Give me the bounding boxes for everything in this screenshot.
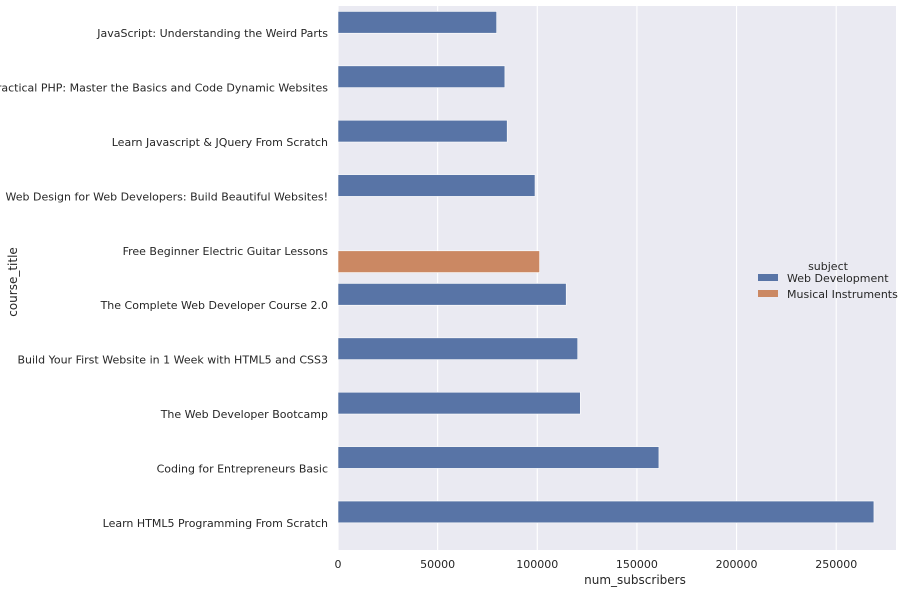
y-tick-label: Build Your First Website in 1 Week with … (17, 354, 328, 367)
y-tick-label: The Complete Web Developer Course 2.0 (100, 299, 328, 312)
legend-swatch (758, 290, 778, 297)
y-tick-label: Learn Javascript & JQuery From Scratch (112, 136, 328, 149)
bar (337, 283, 567, 306)
bar (337, 337, 579, 360)
bar (337, 11, 497, 34)
y-tick-label: JavaScript: Understanding the Weird Part… (96, 27, 328, 40)
x-tick-label: 250000 (815, 558, 857, 571)
bar (337, 250, 540, 273)
y-axis-title: course_title (6, 247, 20, 317)
y-tick-label: The Web Developer Bootcamp (160, 408, 328, 421)
x-tick-label: 0 (335, 558, 342, 571)
bar (337, 446, 660, 469)
x-tick-label: 100000 (516, 558, 558, 571)
legend-entry-label: Musical Instruments (787, 288, 898, 301)
bar (337, 174, 536, 197)
y-tick-label: Coding for Entrepreneurs Basic (157, 462, 328, 475)
bar (337, 119, 508, 143)
legend-entry-label: Web Development (787, 272, 889, 285)
legend-swatch (758, 274, 778, 281)
x-axis-title: num_subscribers (584, 573, 686, 587)
y-tick-label: Learn HTML5 Programming From Scratch (103, 517, 328, 530)
y-tick-label: Free Beginner Electric Guitar Lessons (123, 245, 329, 258)
bar (337, 391, 581, 415)
x-tick-label: 200000 (716, 558, 758, 571)
bar (337, 500, 875, 524)
x-tick-label: 50000 (420, 558, 455, 571)
legend-title: subject (808, 260, 849, 273)
bar (337, 65, 506, 88)
y-tick-label: Practical PHP: Master the Basics and Cod… (0, 82, 328, 95)
x-tick-label: 150000 (616, 558, 658, 571)
y-tick-label: Web Design for Web Developers: Build Bea… (6, 190, 328, 203)
